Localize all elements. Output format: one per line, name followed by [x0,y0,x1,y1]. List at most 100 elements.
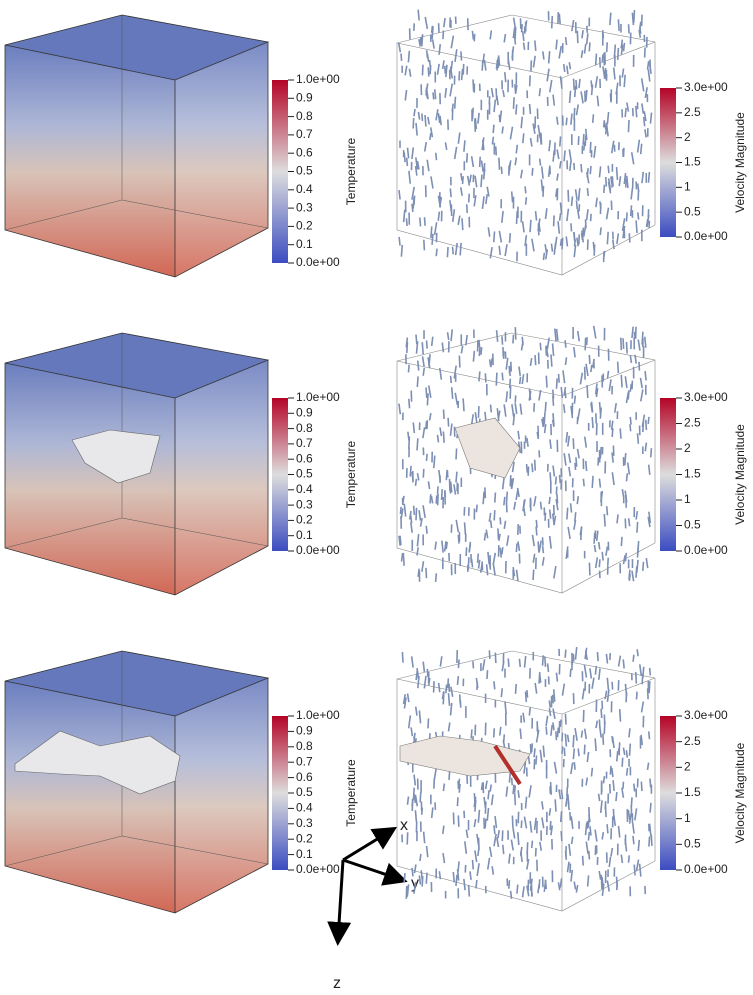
velocity-arrow [560,830,563,842]
velocity-arrow [427,385,432,398]
velocity-arrow [571,19,575,32]
colorbar-title: Temperature [344,440,358,508]
velocity-arrow [564,649,567,658]
velocity-arrow [427,116,430,125]
velocity-arrow [574,189,578,200]
velocity-arrow [478,346,481,357]
velocity-arrow [486,857,491,870]
velocity-arrow [441,60,445,70]
colorbar-tick-label: 0.8 [296,109,313,123]
velocity-arrow [513,785,517,793]
velocity-arrow [598,726,603,738]
cube-right-face [175,42,268,277]
cube-right-face [175,678,268,913]
velocity-arrow [501,126,504,134]
velocity-arrow [535,519,538,528]
velocity-arrow [521,374,525,385]
velocity-arrow [574,728,578,741]
velocity-arrow [514,683,518,694]
velocity-arrow [548,708,552,717]
velocity-arrow [493,825,496,835]
velocity-arrow [465,829,469,839]
axis-x-label: x [400,817,408,834]
velocity-arrow [411,798,414,807]
velocity-arrow [466,175,471,186]
velocity-arrow [441,342,445,353]
velocity-arrow [599,201,602,209]
velocity-arrow [622,659,625,669]
velocity-arrow [497,830,501,839]
velocity-arrow [410,656,414,668]
velocity-arrow [477,112,480,124]
velocity-arrow [416,547,420,556]
velocity-arrow [505,786,509,797]
velocity-arrow [479,562,484,573]
velocity-arrow [610,847,614,857]
velocity-arrow [434,573,438,583]
velocity-arrow [440,489,443,501]
temperature-panel: 1.0e+00 0.9 0.8 0.7 0.6 0.5 0.4 0.3 0.2 0.1 0.0e+0… [4,14,358,278]
colorbar-tick-label: 0.7 [296,436,313,450]
velocity-arrow [592,325,597,339]
velocity-arrow [584,822,588,836]
velocity-arrow [520,116,524,129]
velocity-arrow [501,210,504,223]
velocity-arrow [457,215,461,226]
velocity-arrow [413,881,417,894]
velocity-arrow [624,452,627,466]
interface-surface [14,730,181,795]
cube-left-face [5,681,175,913]
velocity-arrow [583,141,586,151]
velocity-arrow [589,213,592,222]
velocity-arrow [632,835,635,845]
velocity-arrow [636,183,640,192]
interface-surface [71,429,161,484]
velocity-arrow [625,767,629,776]
velocity-arrow [437,682,441,693]
velocity-arrow [530,743,534,753]
velocity-arrow [603,721,606,735]
velocity-arrow [566,65,569,75]
velocity-arrow [450,686,454,697]
velocity-arrow [406,796,410,805]
velocity-arrow [492,231,496,243]
velocity-arrow [556,493,559,504]
velocity-arrow [605,546,609,556]
velocity-arrow [533,496,537,507]
velocity-arrow [604,805,607,818]
velocity-arrow [586,751,590,763]
velocity-arrow [629,205,633,217]
velocity-panel: 3.0e+00 2.5 2 1.5 1 0.5 0.0e+00 Velocity Magnit… [396,325,747,594]
velocity-arrow [648,511,652,524]
velocity-arrow [421,113,424,122]
velocity-arrow [505,391,509,403]
velocity-arrow [428,413,432,421]
velocity-arrow [650,834,653,846]
velocity-arrow [552,689,556,702]
velocity-arrow [500,688,504,698]
velocity-arrow [593,544,597,553]
velocity-arrow [573,881,577,890]
velocity-arrow [437,112,441,124]
colorbar-tick-label: 0.5 [684,204,701,218]
velocity-arrow [575,457,578,467]
velocity-arrow [641,331,644,345]
velocity-arrow [544,249,549,260]
velocity-arrow [631,12,635,26]
velocity-arrow [495,88,498,101]
velocity-arrow [497,410,501,420]
velocity-arrow [555,672,559,682]
velocity-arrow [453,365,457,379]
velocity-arrow [583,366,586,380]
colorbar-tick-label: 1.5 [684,155,701,169]
velocity-arrow [573,107,576,120]
velocity-arrow [594,383,598,395]
velocity-arrow [526,885,530,897]
velocity-arrow [474,175,478,188]
velocity-arrow [634,354,638,364]
velocity-arrow [486,807,490,821]
velocity-arrow [536,723,539,735]
velocity-arrow [543,656,547,667]
velocity-arrow [603,67,607,79]
velocity-arrow [450,329,454,342]
